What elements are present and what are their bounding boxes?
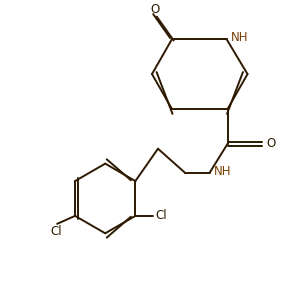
- Text: Cl: Cl: [50, 225, 62, 238]
- Text: NH: NH: [231, 31, 248, 44]
- Text: O: O: [266, 137, 276, 150]
- Text: NH: NH: [214, 165, 231, 178]
- Text: Cl: Cl: [155, 209, 167, 222]
- Text: O: O: [150, 4, 159, 16]
